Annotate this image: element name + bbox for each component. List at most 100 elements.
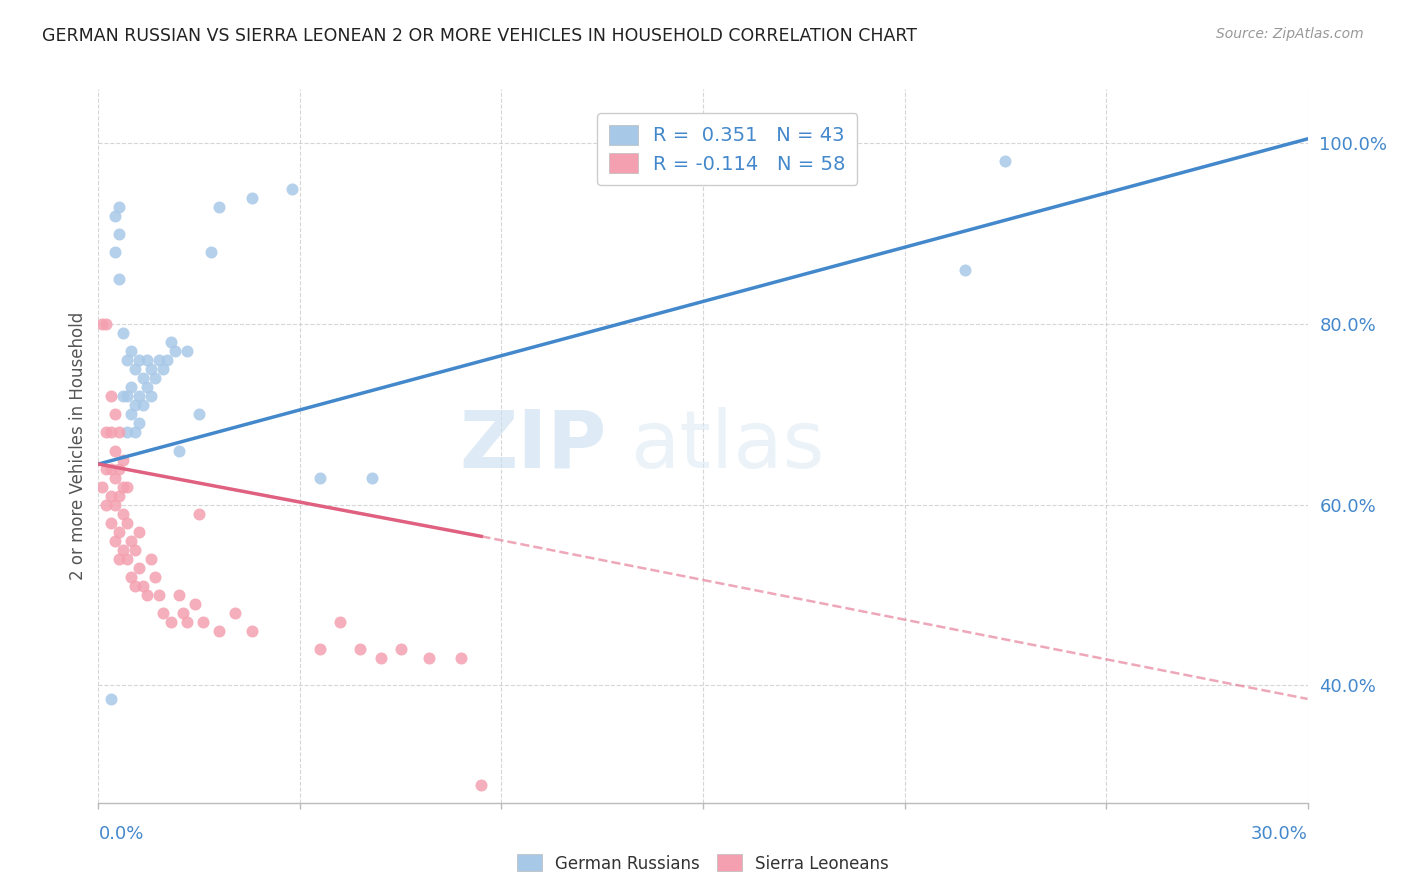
Point: [143, 371, 166, 385]
Point: [96, 498, 118, 512]
Point: [103, 244, 125, 259]
Point: [100, 692, 122, 706]
Point: [172, 606, 194, 620]
Point: [107, 524, 129, 539]
Point: [128, 353, 150, 368]
Point: [994, 154, 1017, 169]
Point: [107, 200, 129, 214]
Point: [148, 588, 170, 602]
Point: [111, 389, 134, 403]
Point: [128, 524, 150, 539]
Point: [135, 380, 157, 394]
Point: [124, 542, 146, 557]
Point: [100, 389, 122, 403]
Point: [120, 380, 142, 394]
Point: [208, 200, 231, 214]
Point: [208, 624, 231, 639]
Point: [107, 425, 129, 440]
Point: [124, 579, 146, 593]
Point: [111, 452, 134, 467]
Point: [103, 408, 125, 422]
Point: [128, 561, 150, 575]
Point: [120, 533, 142, 548]
Point: [128, 389, 150, 403]
Point: [96, 317, 118, 331]
Point: [418, 651, 440, 665]
Point: [115, 425, 138, 440]
Point: [132, 579, 155, 593]
Point: [148, 353, 170, 368]
Point: [188, 408, 211, 422]
Point: [160, 615, 183, 629]
Point: [103, 533, 125, 548]
Point: [120, 408, 142, 422]
Point: [135, 588, 157, 602]
Point: [100, 516, 122, 530]
Point: [115, 552, 138, 566]
Point: [281, 181, 304, 195]
Point: [389, 642, 412, 657]
Point: [167, 588, 190, 602]
Point: [115, 389, 138, 403]
Point: [953, 263, 976, 277]
Point: [103, 470, 125, 484]
Point: [470, 778, 492, 792]
Point: [107, 461, 129, 475]
Point: [107, 552, 129, 566]
Point: [107, 489, 129, 503]
Point: [176, 344, 198, 359]
Point: [139, 552, 162, 566]
Point: [100, 425, 122, 440]
Point: [115, 353, 138, 368]
Point: [103, 443, 125, 458]
Text: ZIP: ZIP: [458, 407, 606, 485]
Point: [309, 470, 332, 484]
Point: [240, 191, 263, 205]
Point: [100, 489, 122, 503]
Point: [184, 597, 207, 611]
Point: [167, 443, 190, 458]
Point: [91, 480, 114, 494]
Point: [132, 398, 155, 412]
Point: [91, 317, 114, 331]
Point: [193, 615, 215, 629]
Point: [188, 507, 211, 521]
Point: [349, 642, 371, 657]
Point: [124, 398, 146, 412]
Point: [111, 507, 134, 521]
Point: [143, 570, 166, 584]
Point: [115, 516, 138, 530]
Text: 30.0%: 30.0%: [1251, 825, 1308, 843]
Point: [156, 353, 179, 368]
Point: [224, 606, 246, 620]
Point: [124, 362, 146, 376]
Point: [103, 498, 125, 512]
Point: [120, 344, 142, 359]
Point: [124, 425, 146, 440]
Point: [152, 606, 174, 620]
Point: [200, 244, 222, 259]
Legend: German Russians, Sierra Leoneans: German Russians, Sierra Leoneans: [510, 847, 896, 880]
Point: [107, 272, 129, 286]
Point: [103, 209, 125, 223]
Point: [139, 362, 162, 376]
Point: [107, 227, 129, 241]
Point: [111, 480, 134, 494]
Point: [163, 344, 186, 359]
Point: [111, 326, 134, 340]
Text: Source: ZipAtlas.com: Source: ZipAtlas.com: [1216, 27, 1364, 41]
Point: [135, 353, 157, 368]
Point: [96, 461, 118, 475]
Point: [132, 371, 155, 385]
Point: [115, 480, 138, 494]
Text: GERMAN RUSSIAN VS SIERRA LEONEAN 2 OR MORE VEHICLES IN HOUSEHOLD CORRELATION CHA: GERMAN RUSSIAN VS SIERRA LEONEAN 2 OR MO…: [42, 27, 917, 45]
Point: [309, 642, 332, 657]
Text: atlas: atlas: [630, 407, 825, 485]
Point: [240, 624, 263, 639]
Point: [96, 425, 118, 440]
Point: [128, 417, 150, 431]
Point: [152, 362, 174, 376]
Point: [160, 335, 183, 350]
Point: [176, 615, 198, 629]
Point: [361, 470, 384, 484]
